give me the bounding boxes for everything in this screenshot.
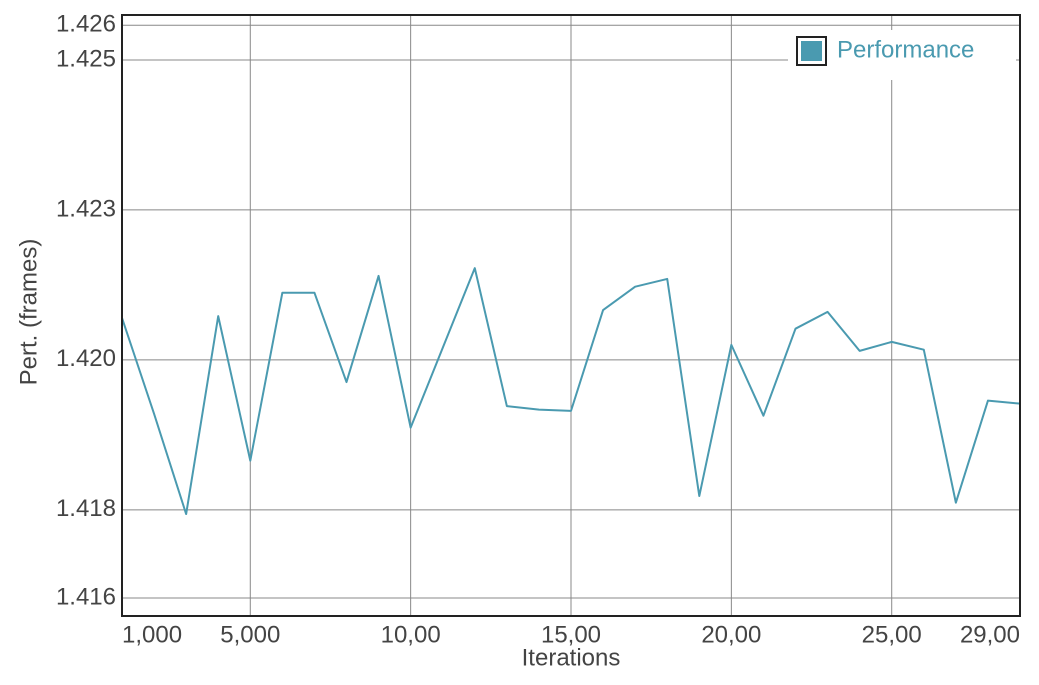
x-axis-label: Iterations <box>522 644 621 671</box>
plot-frame <box>121 14 1021 617</box>
y-tick-label: 1.418 <box>56 495 116 522</box>
legend-label: Performance <box>837 36 974 63</box>
y-tick-label: 1.425 <box>56 45 116 72</box>
legend: Performance <box>788 30 1016 80</box>
x-tick-label: 25,00 <box>862 621 922 648</box>
y-tick-label: 1.423 <box>56 195 116 222</box>
x-tick-label: 1,000 <box>122 621 182 648</box>
y-tick-label: 1.416 <box>56 583 116 610</box>
x-tick-label: 29,00 <box>960 621 1020 648</box>
x-tick-label: 5,000 <box>220 621 280 648</box>
x-tick-label: 20,00 <box>701 621 761 648</box>
y-axis-label: Pert. (frames) <box>15 239 42 386</box>
y-tick-label: 1.426 <box>56 11 116 38</box>
marks <box>121 267 1021 516</box>
series-line <box>121 267 1021 516</box>
x-tick-label: 10,00 <box>381 621 441 648</box>
grid <box>121 15 1021 616</box>
x-tick-label: 15,00 <box>541 621 601 648</box>
y-tick-label: 1.420 <box>56 345 116 372</box>
labels: 1.416 1.418 1.420 1.423 1.425 1.426 1,000 5,000… <box>56 11 1020 649</box>
legend-swatch <box>801 41 822 61</box>
